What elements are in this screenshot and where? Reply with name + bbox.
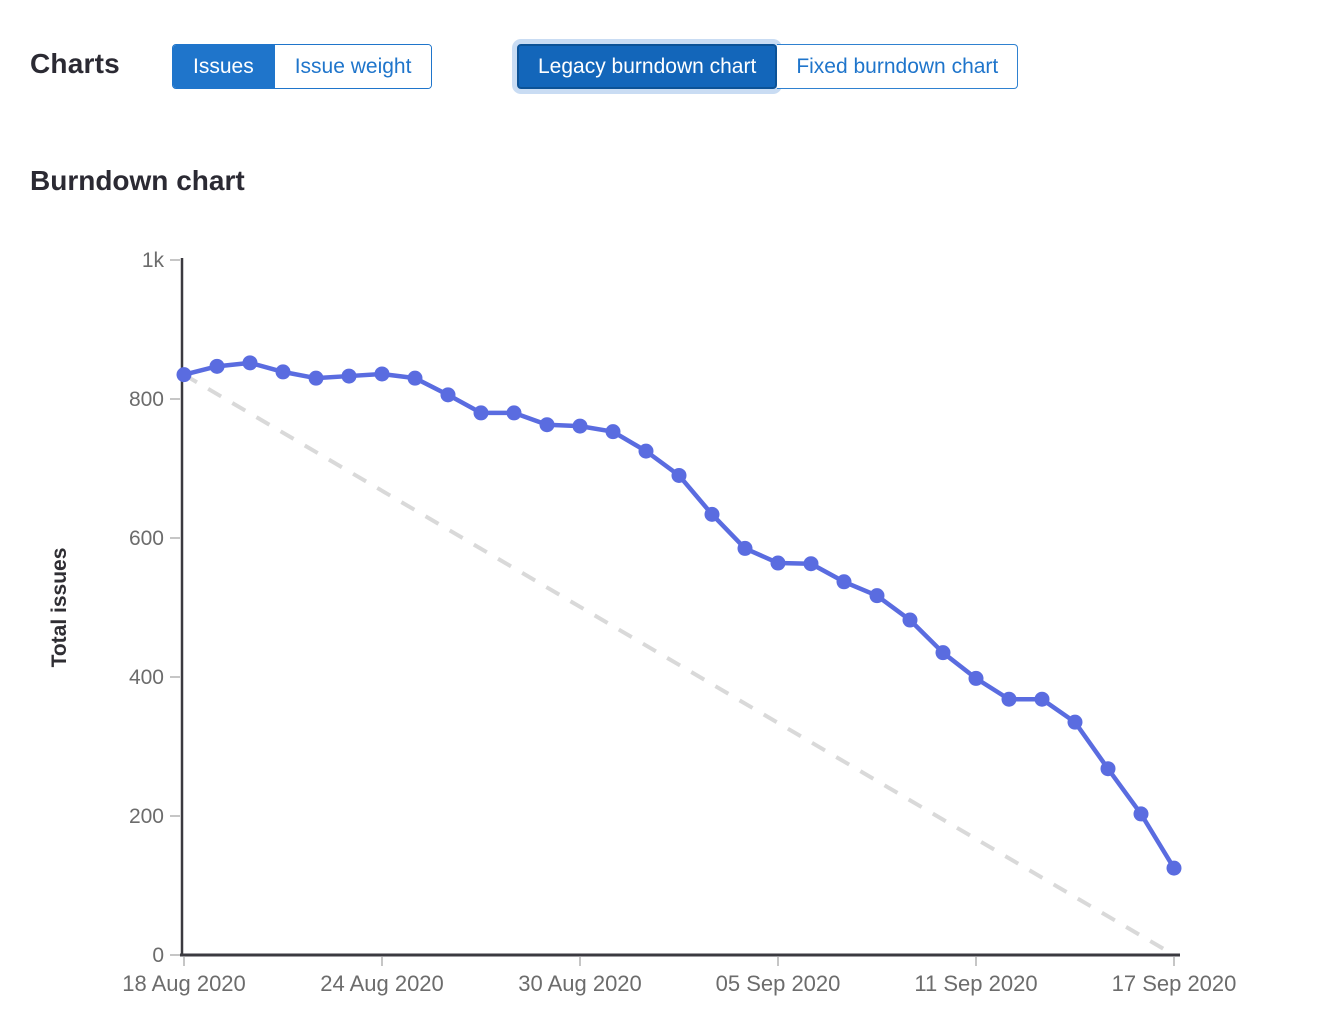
data-point[interactable] (836, 574, 852, 590)
y-tick-label: 200 (129, 805, 164, 828)
data-point[interactable] (473, 405, 489, 421)
y-tick-label: 600 (129, 527, 164, 550)
data-point[interactable] (1166, 860, 1182, 876)
burndown-chart-canvas[interactable]: 1k 800 600 400 200 0 18 Aug 2020 24 Aug 2020 30 … (0, 238, 1326, 1028)
y-tick-label: 0 (152, 944, 164, 967)
data-point[interactable] (506, 405, 522, 421)
data-point[interactable] (209, 358, 225, 374)
actual-burndown-line (181, 360, 1177, 871)
data-point[interactable] (242, 355, 258, 371)
data-point[interactable] (440, 387, 456, 403)
x-tick-label: 18 Aug 2020 (122, 971, 246, 996)
data-point[interactable] (869, 588, 885, 604)
y-axis-title: Total issues (48, 548, 71, 668)
y-tick-label: 800 (129, 388, 164, 411)
data-point[interactable] (275, 364, 291, 380)
data-point[interactable] (968, 670, 984, 686)
chart-type-toggle-group: Legacy burndown chart Fixed burndown cha… (517, 44, 1019, 89)
data-point[interactable] (902, 612, 918, 628)
data-point[interactable] (176, 367, 192, 383)
data-point[interactable] (638, 443, 654, 459)
y-tick-label: 400 (129, 666, 164, 689)
issue-toggle-group: Issues Issue weight (172, 44, 433, 89)
legacy-burndown-chart-button[interactable]: Legacy burndown chart (517, 44, 778, 89)
data-point[interactable] (737, 540, 753, 556)
x-tick-label: 24 Aug 2020 (320, 971, 444, 996)
x-tick-label: 05 Sep 2020 (716, 971, 841, 996)
y-tick-label: 1k (142, 249, 165, 272)
data-point[interactable] (770, 555, 786, 571)
data-point[interactable] (308, 370, 324, 386)
data-point[interactable] (671, 467, 687, 483)
issue-weight-toggle-button[interactable]: Issue weight (273, 45, 432, 88)
data-point[interactable] (1067, 714, 1083, 730)
charts-label: Charts (30, 48, 120, 79)
data-point[interactable] (407, 370, 423, 386)
x-tick-label: 11 Sep 2020 (914, 971, 1037, 996)
fixed-burndown-chart-button[interactable]: Fixed burndown chart (777, 44, 1019, 89)
data-point[interactable] (935, 645, 951, 661)
data-point[interactable] (1034, 691, 1050, 707)
data-point[interactable] (572, 418, 588, 434)
data-point[interactable] (1001, 691, 1017, 707)
ideal-guideline (182, 372, 1176, 957)
data-point[interactable] (539, 417, 555, 433)
data-point[interactable] (341, 368, 357, 384)
data-point[interactable] (1100, 761, 1116, 777)
data-point[interactable] (374, 366, 390, 382)
data-point[interactable] (704, 506, 720, 522)
burndown-chart-heading: Burndown chart (30, 165, 245, 196)
data-point[interactable] (803, 556, 819, 572)
data-point[interactable] (605, 424, 621, 440)
x-tick-label: 30 Aug 2020 (518, 971, 642, 996)
issues-toggle-button[interactable]: Issues (173, 45, 274, 88)
x-tick-label: 17 Sep 2020 (1112, 971, 1237, 996)
data-point[interactable] (1133, 806, 1149, 822)
